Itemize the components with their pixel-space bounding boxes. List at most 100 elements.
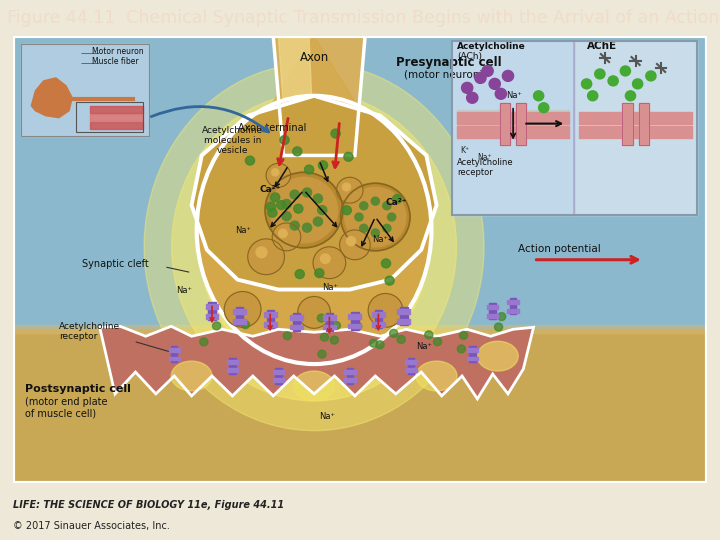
Circle shape	[633, 79, 643, 89]
Bar	[397, 319, 410, 323]
Circle shape	[368, 294, 403, 327]
Bar	[233, 309, 246, 314]
Bar	[206, 304, 218, 309]
Text: Axon terminal: Axon terminal	[238, 123, 306, 133]
Bar	[89, 106, 143, 113]
Circle shape	[224, 292, 261, 327]
Polygon shape	[192, 96, 436, 289]
Circle shape	[462, 83, 473, 93]
Bar	[467, 348, 478, 352]
Circle shape	[344, 152, 353, 161]
Bar	[405, 360, 417, 363]
Text: Axon: Axon	[300, 51, 329, 64]
Text: (motor neuron): (motor neuron)	[404, 70, 483, 80]
Circle shape	[246, 156, 255, 165]
Bar	[575, 41, 697, 215]
Text: Na⁺: Na⁺	[416, 342, 432, 351]
Text: of muscle cell): of muscle cell)	[25, 409, 96, 419]
Circle shape	[270, 177, 338, 243]
Bar	[452, 41, 697, 215]
Bar	[452, 41, 697, 215]
Circle shape	[342, 206, 351, 215]
Circle shape	[241, 321, 250, 329]
Bar	[639, 103, 649, 145]
Text: Na⁺: Na⁺	[235, 226, 251, 235]
Bar	[452, 41, 697, 215]
Circle shape	[387, 213, 396, 221]
Bar	[344, 370, 356, 374]
Bar	[457, 112, 570, 124]
Bar	[348, 324, 361, 328]
Bar	[457, 126, 570, 138]
Text: Postsynaptic cell: Postsynaptic cell	[25, 384, 131, 394]
Bar	[89, 122, 143, 129]
Bar	[290, 315, 303, 320]
Ellipse shape	[144, 63, 484, 430]
Text: Motor neuron: Motor neuron	[91, 47, 143, 56]
Bar	[76, 102, 143, 132]
Circle shape	[467, 92, 478, 103]
Bar	[325, 313, 333, 331]
Circle shape	[646, 71, 656, 81]
Bar	[273, 379, 284, 382]
Circle shape	[392, 194, 402, 204]
Bar	[346, 368, 353, 384]
Circle shape	[279, 230, 287, 238]
Bar	[408, 358, 414, 374]
Bar	[233, 319, 246, 323]
Circle shape	[482, 65, 493, 77]
Circle shape	[294, 204, 303, 213]
Circle shape	[608, 76, 618, 86]
Circle shape	[336, 177, 363, 203]
Text: (motor end plate: (motor end plate	[25, 397, 108, 407]
Circle shape	[360, 202, 368, 210]
Circle shape	[292, 147, 302, 156]
Circle shape	[621, 66, 631, 76]
Bar	[89, 114, 143, 120]
Circle shape	[313, 217, 323, 226]
Bar	[273, 370, 284, 374]
Circle shape	[318, 314, 325, 322]
Bar	[323, 315, 336, 320]
Text: Presynaptic cell: Presynaptic cell	[396, 56, 501, 69]
Ellipse shape	[197, 96, 431, 364]
Circle shape	[489, 78, 500, 89]
Circle shape	[305, 165, 314, 174]
Text: Acetylcholine: Acetylcholine	[457, 42, 526, 51]
Bar	[168, 356, 180, 361]
Circle shape	[272, 223, 301, 251]
Text: AChE: AChE	[587, 41, 617, 51]
Circle shape	[268, 208, 277, 217]
Circle shape	[341, 183, 410, 251]
Bar	[397, 309, 410, 314]
Circle shape	[457, 345, 465, 353]
Bar	[487, 305, 498, 309]
Bar	[639, 103, 649, 145]
Text: Na⁺: Na⁺	[477, 153, 492, 163]
Circle shape	[390, 329, 397, 338]
Circle shape	[330, 336, 338, 344]
Bar	[227, 360, 238, 363]
Bar	[405, 368, 417, 373]
Circle shape	[372, 229, 379, 237]
Bar	[264, 312, 276, 316]
Circle shape	[212, 322, 221, 330]
Bar	[500, 103, 510, 145]
Circle shape	[331, 129, 340, 138]
Circle shape	[382, 259, 390, 268]
Text: Synaptic cleft: Synaptic cleft	[82, 259, 149, 269]
Circle shape	[595, 69, 605, 79]
Circle shape	[539, 103, 549, 113]
Ellipse shape	[171, 361, 212, 391]
Bar	[580, 112, 692, 124]
Bar	[469, 346, 475, 362]
Bar	[348, 314, 361, 319]
Text: Figure 44.11  Chemical Synaptic Transmission Begins with the Arrival of an Actio: Figure 44.11 Chemical Synaptic Transmiss…	[7, 9, 720, 27]
Bar	[510, 299, 516, 314]
Circle shape	[290, 221, 300, 230]
Circle shape	[276, 201, 286, 210]
Circle shape	[340, 230, 370, 260]
Text: Ca²⁺: Ca²⁺	[260, 185, 282, 194]
Bar	[266, 310, 274, 328]
Polygon shape	[32, 78, 72, 118]
